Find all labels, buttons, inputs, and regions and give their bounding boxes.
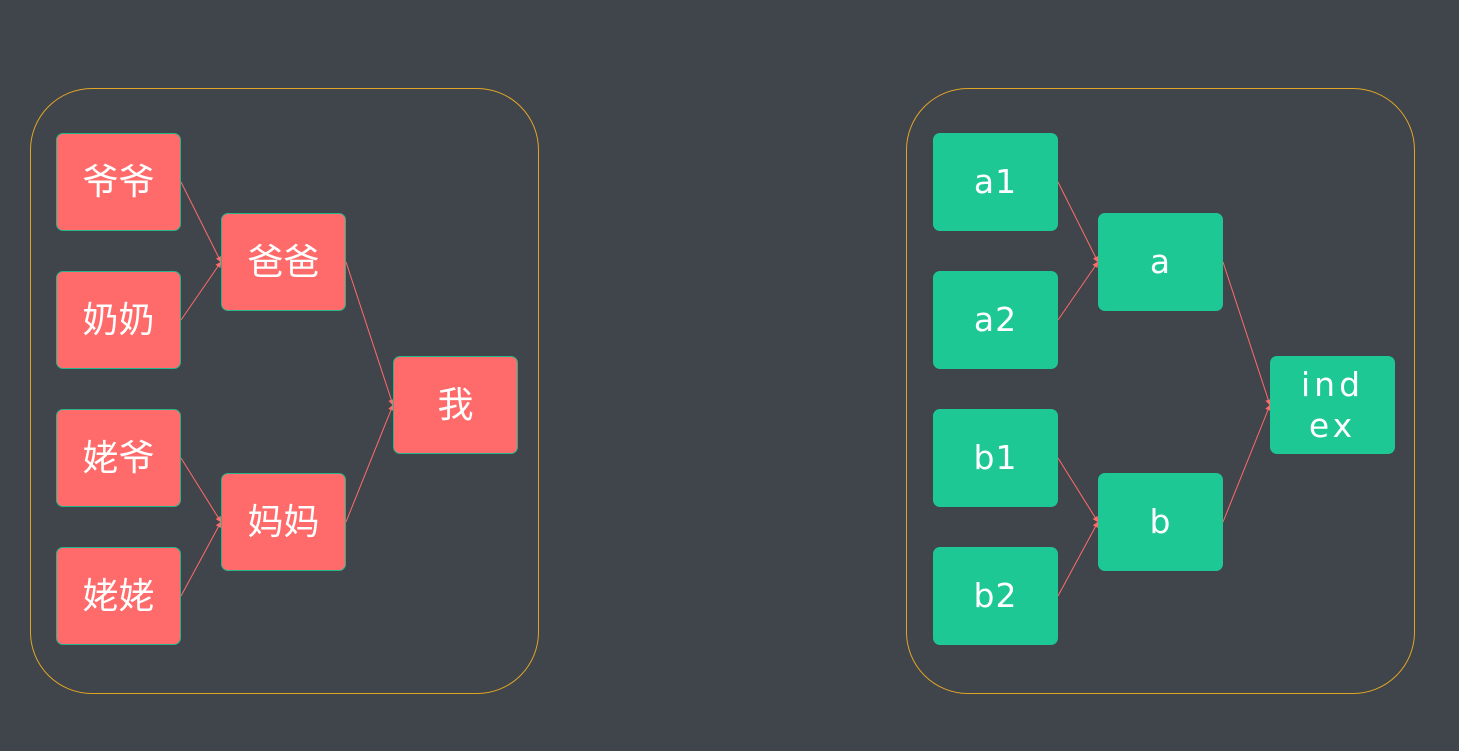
- family-tree-frame: [30, 88, 539, 694]
- node-me: 我: [393, 356, 518, 454]
- edge-a-index: [1222, 261, 1272, 406]
- edge-a2-a: [1057, 261, 1099, 321]
- node-b2: b2: [933, 547, 1058, 645]
- edge-maternal-grandpa-mother: [180, 457, 222, 523]
- edge-b2-b: [1057, 521, 1099, 597]
- edge-b-index: [1222, 404, 1271, 523]
- edge-father-me: [345, 261, 395, 406]
- edge-grandma-father: [180, 261, 222, 321]
- edge-b1-b: [1057, 457, 1099, 523]
- node-mother: 妈妈: [221, 473, 346, 571]
- module-tree-frame: [906, 88, 1415, 694]
- node-a2: a2: [933, 271, 1058, 369]
- edge-mother-me: [345, 404, 394, 523]
- node-index-label: index: [1300, 364, 1365, 445]
- node-a1: a1: [933, 133, 1058, 231]
- edge-a1-a: [1057, 181, 1099, 263]
- node-index: index: [1270, 356, 1395, 454]
- node-grandma: 奶奶: [56, 271, 181, 369]
- node-maternal-grandma: 姥姥: [56, 547, 181, 645]
- node-a: a: [1098, 213, 1223, 311]
- edge-grandpa-father: [180, 181, 222, 263]
- node-father: 爸爸: [221, 213, 346, 311]
- edge-maternal-grandma-mother: [180, 521, 222, 597]
- node-maternal-grandpa: 姥爷: [56, 409, 181, 507]
- node-b1: b1: [933, 409, 1058, 507]
- node-b: b: [1098, 473, 1223, 571]
- node-grandpa: 爷爷: [56, 133, 181, 231]
